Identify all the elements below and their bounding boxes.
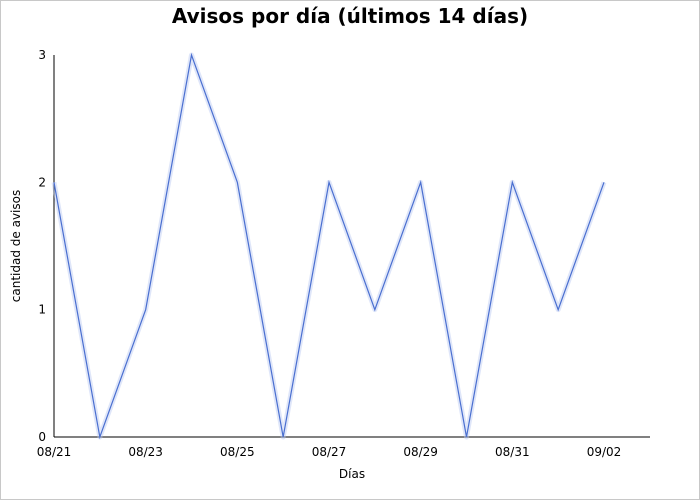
x-tick-label: 08/31: [495, 445, 530, 459]
chart-title: Avisos por día (últimos 14 días): [171, 4, 529, 28]
x-axis-label: Días: [339, 467, 365, 481]
series-line: [53, 52, 605, 440]
y-tick-label: 0: [38, 430, 46, 444]
y-tick-label: 1: [38, 303, 46, 317]
x-tick-label: 08/27: [312, 445, 347, 459]
x-ticks: 08/21 08/23 08/25 08/27 08/29 08/31 09/02: [37, 445, 622, 459]
y-tick-label: 3: [38, 48, 46, 62]
x-tick-label: 09/02: [587, 445, 622, 459]
axes: [53, 55, 650, 438]
x-tick-label: 08/23: [128, 445, 163, 459]
x-tick-label: 08/21: [37, 445, 72, 459]
y-tick-label: 2: [38, 175, 46, 189]
series-line-shadow: [51, 52, 607, 440]
y-axis-label: cantidad de avisos: [9, 190, 23, 302]
x-tick-label: 08/25: [220, 445, 255, 459]
x-tick-label: 08/29: [403, 445, 438, 459]
y-ticks: 0 1 2 3: [38, 48, 46, 444]
series-layer: [51, 52, 607, 440]
